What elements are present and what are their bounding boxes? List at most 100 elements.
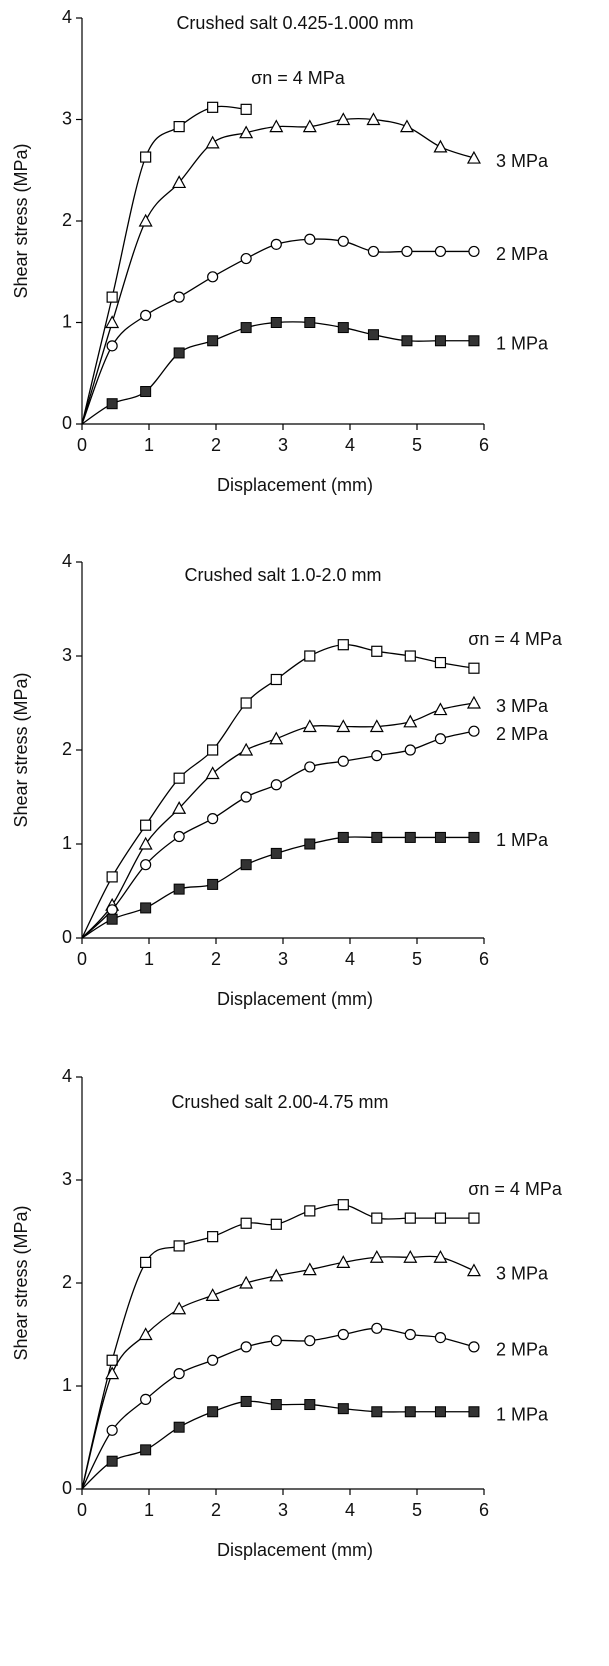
- data-point: [173, 121, 185, 133]
- data-point: [434, 1212, 447, 1224]
- data-point: [138, 213, 153, 227]
- x-tick-label: 0: [77, 1500, 87, 1520]
- series-label: 2 MPa: [496, 1340, 549, 1360]
- y-tick-label: 2: [62, 739, 72, 759]
- series-label: 1 MPa: [496, 1405, 549, 1425]
- x-tick-label: 6: [479, 1500, 489, 1520]
- data-point: [466, 695, 481, 709]
- data-point: [468, 662, 480, 674]
- data-point: [105, 1366, 120, 1380]
- series-label: 1 MPa: [496, 830, 549, 850]
- x-tick-label: 5: [412, 949, 422, 969]
- y-tick-label: 1: [62, 833, 72, 853]
- data-point: [173, 291, 185, 303]
- data-point: [239, 1275, 254, 1289]
- data-point: [172, 1301, 187, 1315]
- y-tick-label: 1: [62, 1375, 72, 1395]
- x-tick-label: 2: [211, 1500, 221, 1520]
- data-point: [304, 761, 316, 773]
- data-point: [434, 335, 446, 347]
- data-point: [173, 883, 185, 895]
- data-point: [239, 125, 254, 139]
- series-line: [81, 644, 475, 939]
- data-point: [336, 1255, 351, 1269]
- data-point: [106, 340, 118, 352]
- x-tick-label: 4: [345, 949, 355, 969]
- data-point: [371, 1322, 383, 1334]
- series-label: 1 MPa: [496, 334, 549, 354]
- data-point: [240, 1395, 252, 1407]
- y-axis-title: Shear stress (MPa): [11, 143, 31, 298]
- data-point: [468, 725, 480, 737]
- data-point: [336, 112, 351, 126]
- data-point: [371, 831, 383, 843]
- y-tick-label: 3: [62, 108, 72, 128]
- data-point: [106, 291, 118, 303]
- data-point: [207, 1354, 219, 1366]
- data-point: [302, 1262, 317, 1276]
- y-axis-title: Shear stress (MPa): [11, 672, 31, 827]
- data-point: [468, 1212, 480, 1224]
- data-point: [140, 386, 152, 398]
- data-point: [172, 801, 187, 814]
- data-point: [434, 1406, 446, 1418]
- x-tick-label: 3: [278, 1500, 288, 1520]
- series-label: 2 MPa: [496, 244, 549, 264]
- data-point: [240, 791, 252, 803]
- x-tick-label: 4: [345, 1500, 355, 1520]
- series-line: [81, 321, 474, 425]
- data-point: [138, 1327, 153, 1341]
- y-tick-label: 0: [62, 927, 72, 947]
- data-point: [173, 347, 185, 359]
- chart-title: Crushed salt 2.00-4.75 mm: [171, 1092, 388, 1112]
- data-point: [269, 119, 284, 133]
- data-point: [468, 1341, 480, 1353]
- chart-title: Crushed salt 1.0-2.0 mm: [184, 565, 381, 585]
- data-point: [140, 859, 152, 871]
- x-tick-label: 2: [211, 435, 221, 455]
- data-point: [270, 1218, 282, 1230]
- data-point: [270, 1335, 282, 1347]
- data-point: [371, 645, 383, 657]
- data-point: [304, 317, 316, 328]
- data-point: [404, 1406, 416, 1418]
- data-point: [106, 398, 118, 410]
- y-tick-label: 2: [62, 210, 72, 230]
- data-point: [403, 1249, 418, 1263]
- data-point: [403, 714, 418, 728]
- data-point: [304, 838, 316, 850]
- y-tick-label: 0: [62, 1478, 72, 1498]
- series-label: 3 MPa: [496, 696, 549, 716]
- x-tick-label: 0: [77, 435, 87, 455]
- data-point: [401, 335, 413, 347]
- series-label: σn = 4 MPa: [468, 629, 563, 649]
- data-point: [106, 913, 118, 925]
- data-point: [337, 831, 349, 843]
- data-point: [106, 904, 118, 916]
- series-label: 2 MPa: [496, 724, 549, 744]
- series-label: 3 MPa: [496, 151, 549, 171]
- y-axis-title: Shear stress (MPa): [11, 1205, 31, 1360]
- data-point: [399, 119, 414, 133]
- data-point: [369, 719, 384, 733]
- data-point: [207, 1406, 219, 1418]
- chart-title: Crushed salt 0.425-1.000 mm: [176, 13, 413, 33]
- data-point: [106, 1455, 118, 1467]
- data-point: [240, 859, 252, 871]
- data-point: [106, 1424, 118, 1436]
- data-point: [304, 233, 316, 245]
- data-point: [371, 1212, 383, 1224]
- data-point: [270, 317, 282, 328]
- data-point: [404, 1328, 416, 1341]
- data-point: [140, 309, 152, 321]
- data-point: [270, 847, 282, 859]
- data-point: [434, 245, 447, 258]
- data-point: [270, 1399, 282, 1411]
- data-point: [337, 1328, 349, 1341]
- data-point: [434, 1331, 447, 1344]
- x-axis-title: Displacement (mm): [217, 1540, 373, 1560]
- data-point: [404, 1212, 416, 1224]
- data-point: [140, 1256, 152, 1269]
- y-tick-label: 0: [62, 413, 72, 433]
